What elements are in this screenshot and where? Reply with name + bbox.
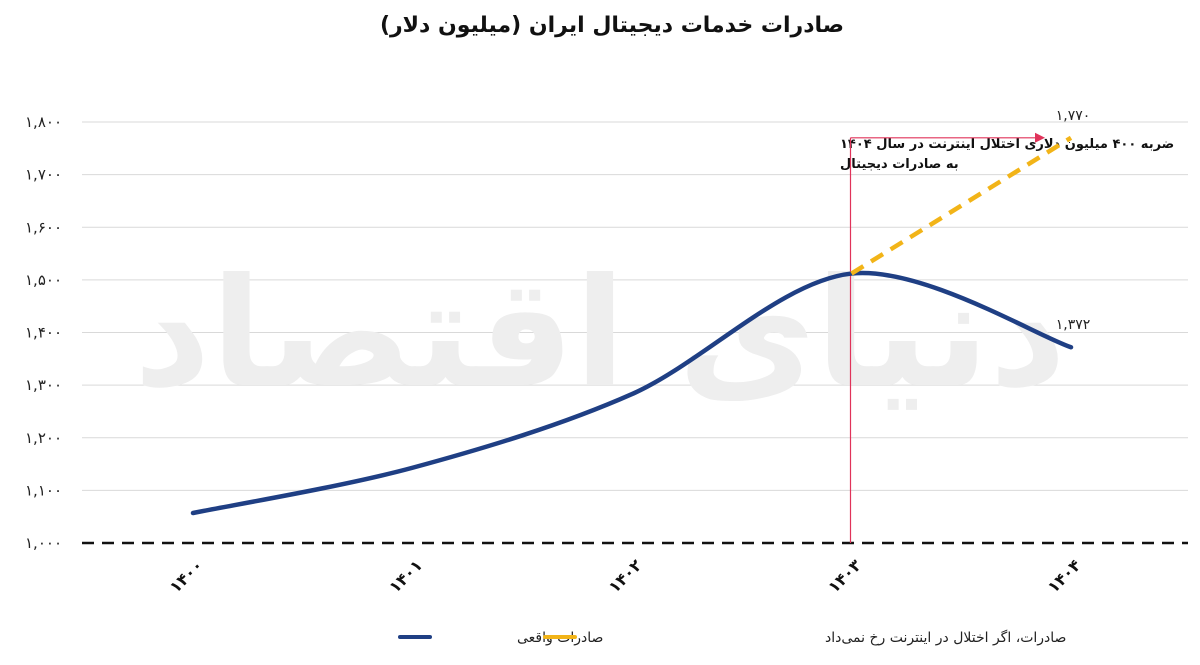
series-line-counterfactual [850, 135, 1073, 276]
x-tick-label: ۱۴۰۲ [605, 555, 646, 596]
data-label-actual-end: ۱,۳۷۲ [1056, 317, 1091, 333]
y-tick-label: ۱,۷۰۰ [25, 166, 62, 184]
annotation-text: ضربه ۴۰۰ میلیون دلاری اختلال اینترنت در … [840, 137, 1174, 172]
legend-label-counterfactual: صادرات، اگر اختلال در اینترنت رخ نمی‌داد [825, 629, 1066, 646]
data-label-counterfactual-end: ۱,۷۷۰ [1056, 108, 1091, 124]
annotation-arrowhead [1035, 132, 1045, 143]
data-labels: ۱,۳۷۲ ۱,۷۷۰ [1056, 108, 1091, 333]
y-tick-label: ۱,۰۰۰ [25, 534, 62, 552]
x-tick-label: ۱۴۰۴ [1044, 555, 1085, 596]
x-tick-label: ۱۴۰۱ [385, 556, 426, 597]
y-tick-label: ۱,۶۰۰ [25, 218, 62, 236]
x-tick-label: ۱۴۰۰ [166, 556, 207, 597]
series-line-actual [190, 270, 1074, 516]
y-tick-label: ۱,۸۰۰ [25, 113, 62, 131]
chart-title: صادرات خدمات دیجیتال ایران (میلیون دلار) [380, 13, 844, 38]
grid-lines [82, 121, 1188, 545]
y-tick-label: ۱,۱۰۰ [25, 481, 62, 499]
x-axis-ticks: ۱۴۰۰ ۱۴۰۱ ۱۴۰۲ ۱۴۰۳ ۱۴۰۴ [166, 555, 1085, 596]
x-tick-label: ۱۴۰۳ [824, 555, 865, 596]
watermark: دنیای اقتصاد [134, 247, 1067, 421]
legend: صادرات واقعی صادرات، اگر اختلال در اینتر… [398, 629, 1066, 646]
series-layer [190, 135, 1074, 516]
y-tick-label: ۱,۵۰۰ [25, 271, 62, 289]
annotation-group: ضربه ۴۰۰ میلیون دلاری اختلال اینترنت در … [840, 132, 1174, 543]
annotation-line-2: به صادرات دیجیتال [840, 157, 959, 172]
y-tick-label: ۱,۲۰۰ [25, 429, 62, 447]
y-tick-label: ۱,۴۰۰ [25, 324, 62, 342]
y-tick-label: ۱,۳۰۰ [25, 376, 62, 394]
annotation-line-1: ضربه ۴۰۰ میلیون دلاری اختلال اینترنت در … [840, 137, 1174, 152]
y-axis-ticks: ۱,۰۰۰ ۱,۱۰۰ ۱,۲۰۰ ۱,۳۰۰ ۱,۴۰۰ ۱,۵۰۰ ۱,۶۰۰ ۱,۷۰۰… [25, 113, 62, 552]
